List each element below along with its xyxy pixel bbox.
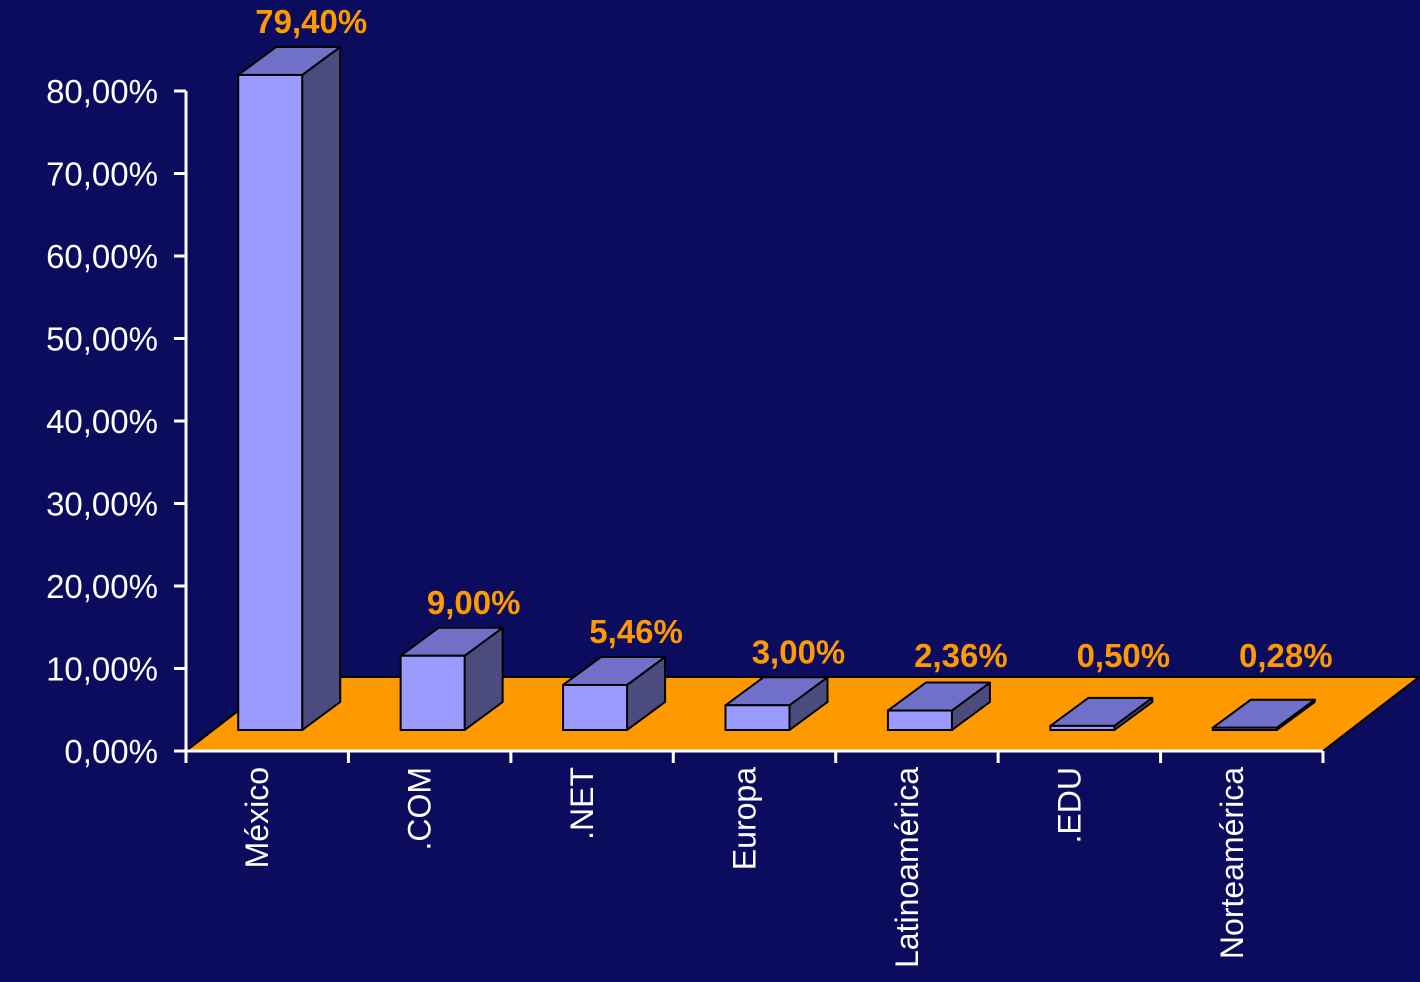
- bar-front: [1211, 726, 1278, 732]
- data-label: 9,00%: [427, 584, 521, 621]
- bar-front: [724, 704, 791, 731]
- bar: [237, 45, 342, 731]
- x-category-label: .COM: [402, 767, 438, 851]
- bar: [1211, 698, 1316, 732]
- bar: [724, 676, 829, 731]
- x-category-label: Europa: [727, 767, 763, 870]
- y-tick-label: 10,00%: [46, 651, 158, 688]
- bar: [399, 626, 504, 731]
- data-label: 2,36%: [914, 637, 1008, 674]
- bar-front: [399, 654, 466, 731]
- x-category-label: .EDU: [1051, 767, 1087, 843]
- y-tick-label: 60,00%: [46, 238, 158, 275]
- bar: [1049, 696, 1154, 731]
- y-tick-label: 30,00%: [46, 486, 158, 523]
- x-category-label: Norteamérica: [1214, 767, 1250, 959]
- x-category-label: .NET: [564, 767, 600, 840]
- y-tick-label: 50,00%: [46, 321, 158, 358]
- data-label: 0,28%: [1239, 637, 1333, 674]
- bar-front: [237, 73, 304, 731]
- bar-front: [562, 683, 629, 732]
- bar: [886, 681, 991, 732]
- bar-side: [301, 45, 342, 731]
- bar-front: [886, 709, 953, 732]
- bar-front: [1049, 724, 1116, 731]
- y-tick-label: 70,00%: [46, 156, 158, 193]
- data-label: 79,40%: [255, 3, 367, 40]
- y-tick-label: 0,00%: [64, 733, 158, 770]
- x-category-label: Latinoamérica: [889, 767, 925, 968]
- y-tick-label: 20,00%: [46, 568, 158, 605]
- data-label: 5,46%: [589, 613, 683, 650]
- x-category-label: México: [239, 767, 275, 868]
- y-tick-label: 40,00%: [46, 403, 158, 440]
- data-label: 3,00%: [752, 633, 846, 670]
- y-tick-label: 80,00%: [46, 73, 158, 110]
- data-label: 0,50%: [1077, 637, 1171, 674]
- bar: [562, 655, 667, 732]
